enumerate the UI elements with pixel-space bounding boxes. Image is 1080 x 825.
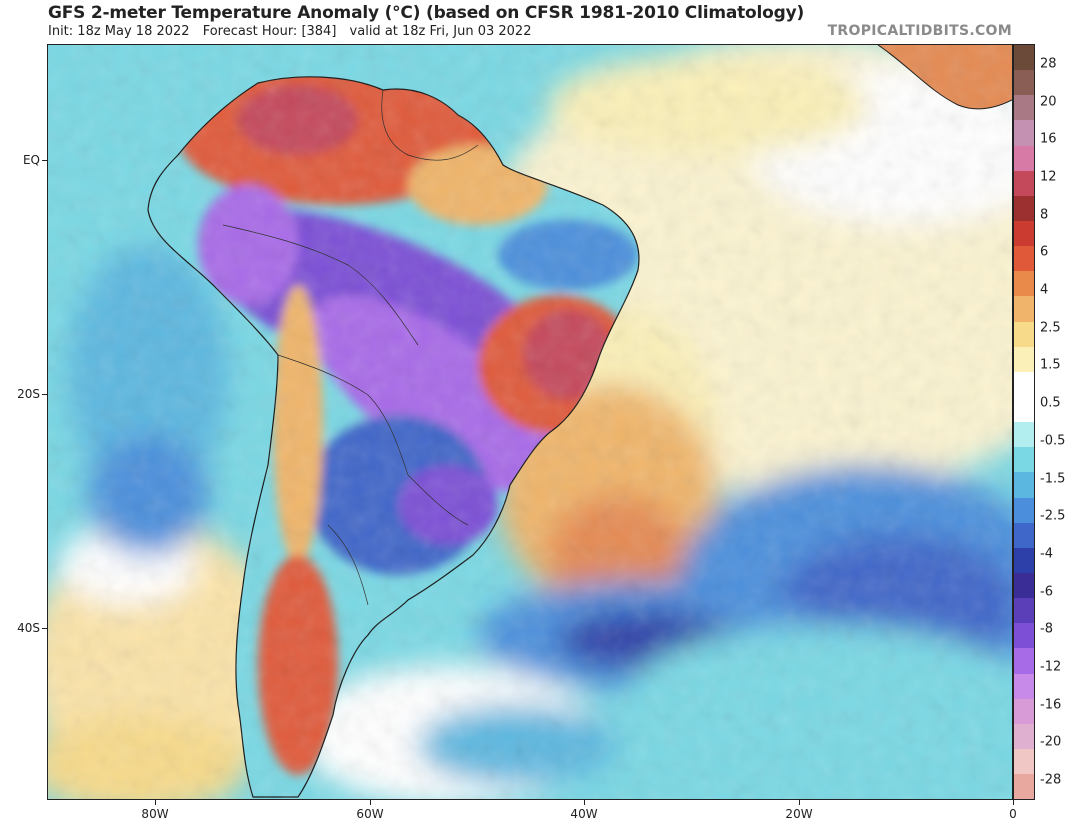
colorbar-segment (1014, 598, 1034, 624)
lat-label-20s: 20S (17, 387, 40, 401)
colorbar-segment (1014, 296, 1034, 322)
colorbar-label: -6 (1040, 584, 1053, 600)
lon-label-0: 0 (1009, 807, 1017, 821)
colorbar-label: -28 (1040, 772, 1062, 788)
forecast-hour: Forecast Hour: [384] (202, 24, 337, 39)
lon-label-80w: 80W (141, 807, 169, 821)
colorbar-label: -16 (1040, 697, 1062, 713)
colorbar-segment (1014, 170, 1034, 196)
colorbar-segment (1014, 748, 1034, 775)
colorbar-segment (1014, 95, 1034, 121)
lon-tick-80w (155, 800, 156, 805)
site-brand: TROPICALTIDBITS.COM (827, 23, 1012, 39)
colorbar-segment (1014, 120, 1034, 146)
colorbar-label: 0.5 (1040, 395, 1061, 411)
colorbar-label: -1.5 (1040, 471, 1066, 487)
colorbar-segment (1014, 497, 1034, 523)
colorbar-label: 1.5 (1040, 357, 1061, 373)
colorbar-label: -0.5 (1040, 433, 1066, 449)
colorbar-label: -12 (1040, 659, 1062, 675)
colorbar-segment (1014, 648, 1034, 674)
colorbar-segment (1014, 522, 1034, 548)
temperature-anomaly-map (47, 44, 1013, 800)
map-subtitle: Init: 18z May 18 2022 Forecast Hour: [38… (48, 24, 540, 39)
colorbar-segment (1014, 271, 1034, 297)
lon-label-60w: 60W (356, 807, 384, 821)
colorbar-segment (1014, 698, 1034, 724)
colorbar-segment (1014, 321, 1034, 347)
lat-tick-40s (42, 628, 47, 629)
lon-tick-40w (584, 800, 585, 805)
colorbar-label: 20 (1040, 94, 1057, 110)
colorbar-segment (1014, 45, 1034, 71)
colorbar-segment (1014, 422, 1034, 448)
colorbar-segment (1014, 572, 1034, 599)
lon-tick-0 (1013, 800, 1014, 805)
colorbar-label: 4 (1040, 282, 1049, 298)
lat-tick-eq (42, 160, 47, 161)
colorbar-segment (1014, 70, 1034, 96)
colorbar-segment (1014, 145, 1034, 171)
colorbar-label: -20 (1040, 734, 1062, 750)
colorbar-label: 6 (1040, 244, 1049, 260)
map-title: GFS 2-meter Temperature Anomaly (°C) (ba… (48, 3, 805, 23)
lat-label-40s: 40S (17, 621, 40, 635)
colorbar-segment (1014, 447, 1034, 473)
lon-tick-20w (799, 800, 800, 805)
colorbar-label: -2.5 (1040, 508, 1066, 524)
colorbar-label: 2.5 (1040, 320, 1061, 336)
colorbar-segment (1014, 673, 1034, 699)
colorbar-label: 16 (1040, 131, 1057, 147)
colorbar-label: -8 (1040, 621, 1053, 637)
colorbar-segment (1014, 246, 1034, 272)
colorbar-segment (1014, 472, 1034, 498)
colorbar-segment (1014, 371, 1034, 397)
colorbar-label: 12 (1040, 169, 1057, 185)
lon-tick-60w (370, 800, 371, 805)
colorbar-label: -4 (1040, 546, 1053, 562)
colorbar-label: 28 (1040, 56, 1057, 72)
colorbar-segment (1014, 723, 1034, 749)
valid-time: valid at 18z Fri, Jun 03 2022 (349, 24, 532, 39)
colorbar-segment (1014, 774, 1034, 800)
colorbar-segment (1014, 547, 1034, 573)
anomaly-colorbar (1013, 44, 1035, 800)
lat-label-eq: EQ (22, 153, 40, 167)
colorbar-label: 8 (1040, 207, 1049, 223)
lat-tick-20s (42, 394, 47, 395)
colorbar-segment (1014, 346, 1034, 372)
colorbar-segment (1014, 623, 1034, 649)
lon-label-20w: 20W (785, 807, 813, 821)
lon-label-40w: 40W (570, 807, 598, 821)
colorbar-segment (1014, 396, 1034, 423)
init-time: Init: 18z May 18 2022 (48, 24, 190, 39)
colorbar-segment (1014, 220, 1034, 247)
colorbar-segment (1014, 195, 1034, 221)
